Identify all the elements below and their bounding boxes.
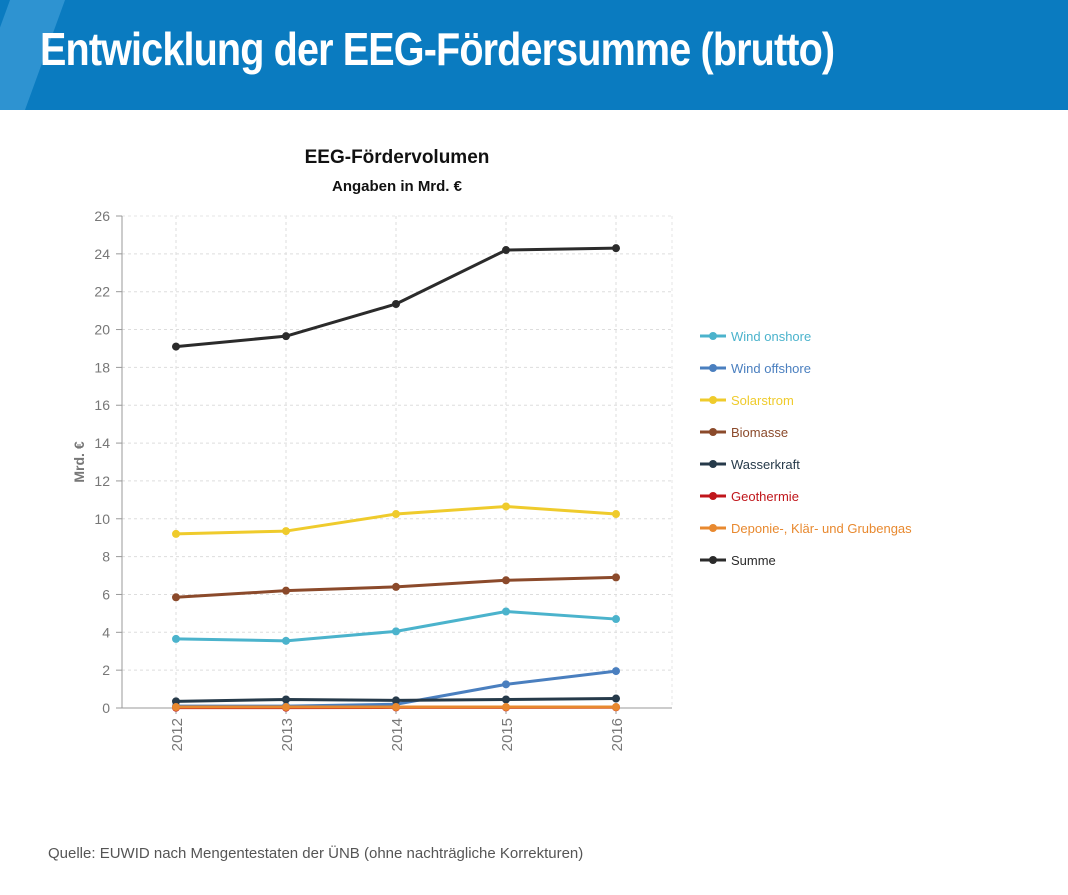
data-point [282,703,290,712]
x-tick-label: 2014 [389,718,406,751]
data-point [502,695,510,704]
data-point [612,667,620,676]
x-tick-label: 2015 [499,718,516,751]
header-banner: Entwicklung der EEG-Fördersumme (brutto) [0,0,1068,110]
data-point [392,627,400,636]
y-tick-label: 14 [94,435,110,451]
y-tick-label: 22 [94,284,110,300]
data-point [282,636,290,645]
x-tick-label: 2012 [169,718,186,751]
y-tick-label: 18 [94,359,110,375]
legend-swatch-dot[interactable] [709,428,717,436]
legend-swatch-dot[interactable] [709,332,717,340]
data-point [502,576,510,585]
data-point [172,703,180,712]
data-point [392,510,400,519]
y-tick-label: 20 [94,322,110,338]
data-point [502,703,510,712]
data-point [282,586,290,595]
source-note: Quelle: EUWID nach Mengentestaten der ÜN… [48,845,584,862]
y-axis-title: Mrd. € [71,441,87,482]
legend: Wind onshore Wind offshore Solarstrom Bioma… [700,329,912,568]
page-title: Entwicklung der EEG-Fördersumme (brutto) [40,23,835,75]
x-tick-label: 2016 [609,718,626,751]
data-point [502,680,510,689]
legend-item-label[interactable]: Biomasse [731,425,788,440]
y-tick-label: 8 [102,549,110,565]
data-point [282,695,290,704]
data-point [502,607,510,616]
y-tick-label: 12 [94,473,110,489]
legend-swatch-dot[interactable] [709,460,717,468]
legend-swatch-dot[interactable] [709,556,717,564]
data-point [172,593,180,602]
legend-item-label[interactable]: Wasserkraft [731,457,800,472]
chart-subtitle: Angaben in Mrd. € [332,178,463,195]
legend-swatch-dot[interactable] [709,364,717,372]
y-tick-label: 10 [94,511,110,527]
legend-swatch-dot[interactable] [709,492,717,500]
legend-item-label[interactable]: Solarstrom [731,393,794,408]
data-point [612,694,620,703]
data-point [392,703,400,712]
data-point [612,573,620,582]
data-point [172,634,180,643]
chart: EEG-Fördervolumen Angaben in Mrd. € 0246… [71,147,912,751]
y-tick-label: 26 [94,208,110,224]
legend-item-label[interactable]: Deponie-, Klär- und Grubengas [731,521,912,536]
data-point [612,615,620,624]
grid [122,215,673,708]
y-tick-label: 2 [102,662,110,678]
y-tick-label: 4 [102,624,110,640]
data-point [392,299,400,308]
legend-item-label[interactable]: Geothermie [731,489,799,504]
data-point [612,510,620,519]
y-tick-label: 16 [94,397,110,413]
legend-swatch-dot[interactable] [709,524,717,532]
data-point [502,502,510,511]
y-tick-label: 6 [102,586,110,602]
series-lines [172,244,620,712]
data-point [172,529,180,538]
chart-title: EEG-Fördervolumen [305,147,490,168]
data-point [612,244,620,253]
data-point [282,527,290,536]
data-point [392,582,400,591]
data-point [172,342,180,351]
data-point [612,703,620,712]
legend-swatch-dot[interactable] [709,396,717,404]
legend-item-label[interactable]: Summe [731,553,776,568]
y-tick-label: 0 [102,700,110,716]
data-point [282,332,290,341]
y-tick-label: 24 [94,246,110,262]
data-point [392,696,400,705]
legend-item-label[interactable]: Wind onshore [731,329,811,344]
x-tick-label: 2013 [279,718,296,751]
legend-item-label[interactable]: Wind offshore [731,361,811,376]
data-point [172,697,180,706]
data-point [502,246,510,255]
